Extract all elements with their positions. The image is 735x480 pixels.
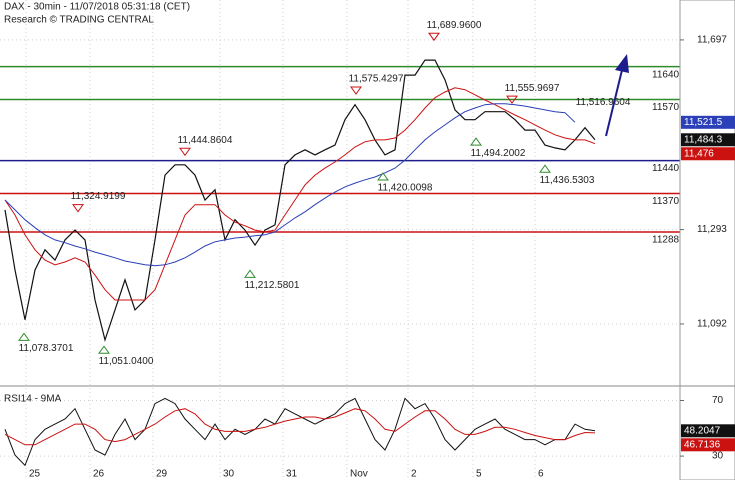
y-tick-label: 11,092: [697, 319, 727, 330]
last-value-box: [681, 147, 735, 161]
x-tick-label: 2: [411, 469, 417, 480]
chart-title: DAX - 30min - 11/07/2018 05:31:18 (CET): [4, 2, 190, 13]
lines-layer: [4, 59, 596, 467]
x-tick-label: 30: [223, 469, 235, 480]
series-line: [4, 103, 576, 267]
rsi-tick-label: 70: [712, 395, 724, 406]
last-value-label: 46.7136: [684, 439, 721, 450]
series-line: [4, 397, 596, 467]
price-axis: [679, 0, 735, 480]
y-tick-label: 11,293: [697, 224, 727, 235]
rsi-label: RSI14 - 9MA: [4, 394, 62, 405]
x-tick-label: 25: [29, 469, 41, 480]
trough-marker: [18, 332, 30, 341]
series-line: [4, 59, 596, 343]
forecast-arrow: [605, 69, 623, 137]
last-value-label: 11,476: [684, 148, 714, 159]
peak-marker: [506, 95, 518, 104]
trough-label: 11,436.5303: [540, 175, 595, 186]
series-line: [4, 408, 596, 446]
peak-marker: [179, 147, 191, 157]
x-tick-label: 5: [476, 469, 482, 480]
series-line: [4, 87, 596, 301]
trough-label: 11,420.0098: [378, 183, 433, 194]
level-label: 11288: [652, 235, 680, 246]
x-tick-label: 29: [156, 469, 168, 480]
trough-label: 11,212.5801: [245, 280, 300, 291]
peak-marker: [428, 32, 440, 42]
peak-marker: [72, 204, 84, 213]
level-label: 11370: [652, 196, 680, 207]
grid-layer: [0, 0, 680, 480]
trough-marker: [377, 172, 389, 181]
levels-layer: 11640 11570 11440 11370 11288: [0, 65, 680, 246]
last-value-box: [681, 438, 735, 452]
level-label: 11440: [652, 163, 680, 174]
x-tick-label: Nov: [350, 469, 368, 480]
last-value-box: [681, 133, 735, 147]
last-value-box: [681, 115, 735, 129]
x-tick-label: 26: [93, 469, 105, 480]
forecast-arrowhead: [615, 54, 629, 73]
rsi-tick-label: 30: [712, 451, 724, 462]
last-value-label: 11,484.3: [684, 134, 723, 145]
price-label: 11,516.9604: [576, 97, 631, 108]
trough-label: 11,494.2002: [471, 148, 526, 159]
x-tick-label: 6: [538, 469, 544, 480]
peak-label: 11,689.9600: [427, 20, 482, 31]
trough-marker: [539, 164, 551, 173]
y-tick-label: 11,697: [697, 35, 727, 46]
trough-marker: [244, 269, 256, 278]
peak-label: 11,444.8604: [178, 135, 233, 146]
x-tick-label: 31: [286, 469, 298, 480]
trough-marker: [470, 137, 482, 146]
peak-label: 11,324.9199: [71, 191, 126, 202]
last-value-label: 11,521.5: [684, 117, 723, 128]
trough-marker: [98, 345, 110, 354]
level-label: 11640: [652, 69, 680, 80]
last-value-box: [681, 424, 735, 438]
trough-label: 11,078.3701: [19, 343, 74, 354]
last-value-label: 48.2047: [684, 425, 721, 436]
peak-label: 11,575.4297: [349, 74, 404, 85]
level-label: 11570: [652, 102, 680, 113]
peak-marker: [350, 86, 362, 95]
annotations-layer: 11,078.3701 11,324.9199 11,051.0400 11,444.…: [18, 20, 631, 367]
trough-label: 11,051.0400: [99, 356, 154, 367]
chart-subtitle: Research © TRADING CENTRAL: [4, 15, 154, 26]
axis-layer: 25 26 29 30 31 Nov 2 5 611,69711,29311,092703011…: [29, 35, 735, 480]
peak-label: 11,555.9697: [505, 83, 560, 94]
